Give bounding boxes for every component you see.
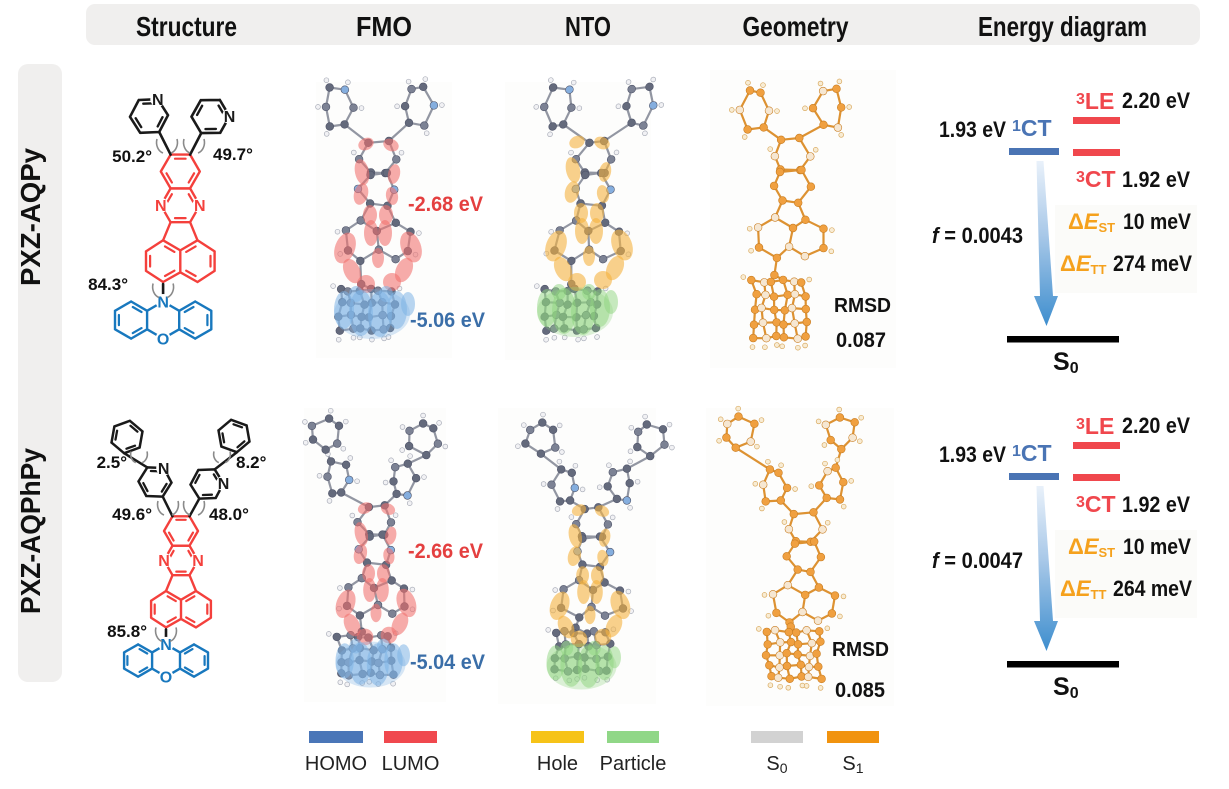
svg-text:50.2°: 50.2° bbox=[112, 147, 152, 166]
svg-text:FMO: FMO bbox=[356, 11, 412, 42]
svg-text:f = 0.0047: f = 0.0047 bbox=[932, 548, 1023, 573]
svg-text:RMSD: RMSD bbox=[834, 295, 891, 317]
svg-text:1.92 eV: 1.92 eV bbox=[1122, 167, 1190, 192]
svg-text:Structure: Structure bbox=[136, 11, 237, 42]
svg-text:Hole: Hole bbox=[537, 753, 578, 775]
svg-text:N: N bbox=[224, 109, 236, 126]
svg-text:264 meV: 264 meV bbox=[1113, 576, 1192, 601]
svg-text:N: N bbox=[158, 461, 170, 478]
svg-text:1.93 eV: 1.93 eV bbox=[939, 117, 1006, 142]
svg-text:O: O bbox=[160, 669, 172, 686]
svg-text:N: N bbox=[152, 92, 164, 109]
svg-text:Geometry: Geometry bbox=[743, 11, 849, 42]
svg-text:85.8°: 85.8° bbox=[107, 622, 147, 641]
svg-text:N: N bbox=[157, 294, 169, 311]
svg-text:N: N bbox=[192, 553, 204, 570]
svg-text:0.087: 0.087 bbox=[836, 329, 886, 352]
svg-text:2.20 eV: 2.20 eV bbox=[1122, 88, 1190, 113]
svg-text:10 meV: 10 meV bbox=[1123, 209, 1191, 234]
svg-text:PXZ-AQPhPy: PXZ-AQPhPy bbox=[15, 448, 46, 614]
svg-text:N: N bbox=[218, 476, 230, 493]
svg-text:-5.06 eV: -5.06 eV bbox=[410, 309, 485, 332]
svg-text:10 meV: 10 meV bbox=[1123, 534, 1191, 559]
svg-text:84.3°: 84.3° bbox=[88, 275, 128, 294]
svg-text:NTO: NTO bbox=[565, 11, 611, 42]
svg-text:N: N bbox=[155, 198, 167, 215]
svg-text:-2.68 eV: -2.68 eV bbox=[408, 193, 483, 216]
svg-text:49.7°: 49.7° bbox=[213, 145, 253, 164]
svg-text:48.0°: 48.0° bbox=[209, 505, 249, 524]
svg-text:LUMO: LUMO bbox=[382, 753, 440, 775]
svg-text:N: N bbox=[160, 637, 172, 654]
svg-text:PXZ-AQPy: PXZ-AQPy bbox=[15, 148, 46, 286]
svg-text:2.20 eV: 2.20 eV bbox=[1122, 413, 1190, 438]
svg-text:N: N bbox=[158, 553, 170, 570]
svg-text:-5.04 eV: -5.04 eV bbox=[410, 651, 485, 674]
svg-text:N: N bbox=[194, 198, 206, 215]
svg-text:8.2°: 8.2° bbox=[236, 453, 267, 472]
svg-text:0.085: 0.085 bbox=[835, 679, 885, 702]
svg-text:HOMO: HOMO bbox=[305, 753, 367, 775]
svg-text:49.6°: 49.6° bbox=[112, 505, 152, 524]
svg-text:1.92 eV: 1.92 eV bbox=[1122, 492, 1190, 517]
svg-text:ΔETT: ΔETT bbox=[1060, 251, 1106, 277]
svg-text:1.93 eV: 1.93 eV bbox=[939, 442, 1006, 467]
svg-text:2.5°: 2.5° bbox=[97, 453, 128, 472]
svg-text:O: O bbox=[157, 331, 169, 348]
svg-text:RMSD: RMSD bbox=[832, 639, 889, 661]
svg-text:Particle: Particle bbox=[600, 753, 667, 775]
svg-text:274 meV: 274 meV bbox=[1113, 251, 1192, 276]
svg-text:-2.66 eV: -2.66 eV bbox=[408, 540, 483, 563]
svg-text:Energy diagram: Energy diagram bbox=[978, 11, 1147, 42]
svg-text:f = 0.0043: f = 0.0043 bbox=[932, 223, 1023, 248]
